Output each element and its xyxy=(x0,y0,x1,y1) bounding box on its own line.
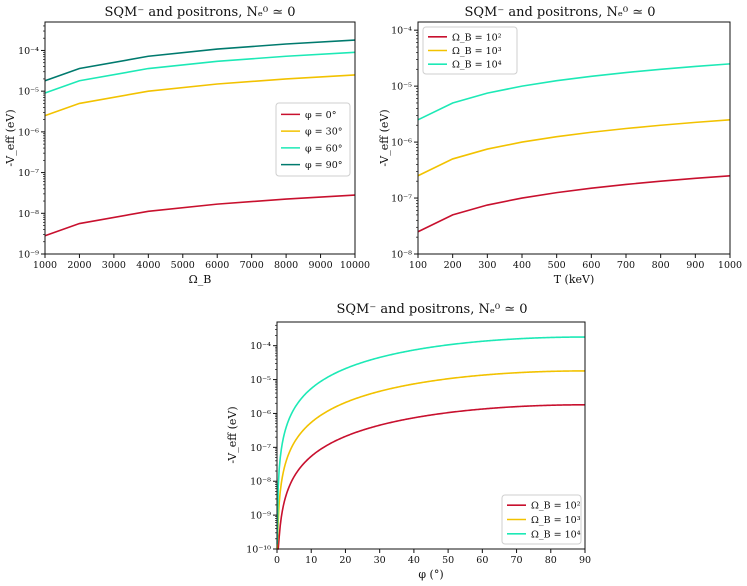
plot-frame xyxy=(276,321,586,550)
x-tick-label: 50 xyxy=(442,555,454,566)
series-line xyxy=(276,370,585,550)
x-tick-label: 0 xyxy=(274,555,280,566)
y-axis-label: -V_eff (eV) xyxy=(226,406,239,463)
x-axis-label: φ (°) xyxy=(418,568,443,581)
series-lines xyxy=(44,39,356,237)
x-tick-label: 9000 xyxy=(308,260,332,271)
legend-entry: φ = 60° xyxy=(305,143,343,154)
series-line xyxy=(277,404,585,550)
series-line xyxy=(417,63,731,121)
legend: Ω_B = 10² Ω_B = 10³ Ω_B = 10⁴ xyxy=(422,26,518,75)
panel-temperature: SQM⁻ and positrons, Nₑ⁰ ≃ 0 100 200 300 400… xyxy=(378,5,742,286)
x-tick-label: 5000 xyxy=(171,260,195,271)
y-axis-label: -V_eff (eV) xyxy=(4,109,17,166)
plot-frame xyxy=(417,21,731,255)
x-axis-label: T (keV) xyxy=(554,273,595,286)
plot-frame xyxy=(44,21,356,255)
legend-entry: φ = 30° xyxy=(305,127,343,138)
x-tick-label: 700 xyxy=(617,260,635,271)
y-tick-label: 10⁻¹⁰ xyxy=(246,545,271,556)
x-tick-label: 300 xyxy=(478,260,496,271)
legend: Ω_B = 10² Ω_B = 10³ Ω_B = 10⁴ xyxy=(501,494,582,545)
series-line xyxy=(44,74,356,117)
legend-entry: Ω_B = 10³ xyxy=(452,46,502,57)
series-line xyxy=(44,194,356,237)
y-tick-label: 10⁻⁷ xyxy=(250,443,271,454)
x-tick-label: 10 xyxy=(305,555,317,566)
series-lines xyxy=(276,336,585,550)
x-tick-label: 2000 xyxy=(67,260,91,271)
y-tick-label: 10⁻⁶ xyxy=(250,409,271,420)
series-line xyxy=(417,174,731,233)
x-axis-label: Ω_B xyxy=(189,273,212,286)
y-tick-label: 10⁻⁷ xyxy=(18,168,39,179)
legend-entry: φ = 0° xyxy=(305,110,336,121)
x-tick-label: 90 xyxy=(579,555,591,566)
axis-ticks: 100 200 300 400 500 600 700 800 900 1000 10⁻⁸ 10⁻⁷ 1… xyxy=(391,26,742,271)
series-line xyxy=(44,51,356,94)
axis-ticks: 1000 2000 3000 4000 5000 6000 7000 8000 9000 1000… xyxy=(18,25,370,271)
y-tick-label: 10⁻⁵ xyxy=(391,82,412,93)
x-tick-label: 500 xyxy=(548,260,566,271)
x-tick-label: 7000 xyxy=(240,260,264,271)
legend: φ = 0° φ = 30° φ = 60° φ = 90° xyxy=(275,102,351,177)
legend-entry: φ = 90° xyxy=(305,160,343,171)
x-tick-label: 30 xyxy=(374,555,386,566)
y-tick-label: 10⁻⁸ xyxy=(18,209,39,220)
legend-entry: Ω_B = 10² xyxy=(452,32,502,43)
y-tick-label: 10⁻⁸ xyxy=(391,250,412,261)
y-tick-label: 10⁻⁶ xyxy=(391,138,412,149)
x-tick-label: 900 xyxy=(686,260,704,271)
x-tick-label: 40 xyxy=(408,555,420,566)
y-tick-label: 10⁻⁴ xyxy=(18,46,39,57)
legend-box xyxy=(275,102,351,177)
y-axis-label: -V_eff (eV) xyxy=(378,109,391,166)
legend-box xyxy=(422,26,518,75)
x-tick-label: 70 xyxy=(511,555,523,566)
series-line xyxy=(44,39,356,82)
y-tick-label: 10⁻⁸ xyxy=(250,477,271,488)
x-tick-label: 600 xyxy=(582,260,600,271)
x-tick-label: 20 xyxy=(339,555,351,566)
y-tick-label: 10⁻⁵ xyxy=(250,375,271,386)
y-tick-label: 10⁻⁵ xyxy=(18,87,39,98)
chart-title: SQM⁻ and positrons, Nₑ⁰ ≃ 0 xyxy=(104,5,295,20)
y-tick-label: 10⁻⁶ xyxy=(18,127,39,138)
legend-entry: Ω_B = 10³ xyxy=(531,515,581,526)
y-tick-label: 10⁻⁹ xyxy=(18,250,39,261)
x-tick-label: 400 xyxy=(513,260,531,271)
x-tick-label: 100 xyxy=(409,260,427,271)
series-line xyxy=(276,336,585,545)
legend-entry: Ω_B = 10⁴ xyxy=(452,60,502,71)
axis-ticks: 0 10 20 30 40 50 60 70 80 90 10⁻¹⁰ 10⁻⁹ 10⁻⁸ 10⁻⁷ 10⁻⁶… xyxy=(246,324,591,566)
y-tick-label: 10⁻⁹ xyxy=(250,511,271,522)
panel-omega: SQM⁻ and positrons, Nₑ⁰ ≃ 0 1000 2000 3000… xyxy=(4,5,370,286)
x-tick-label: 6000 xyxy=(205,260,229,271)
x-tick-label: 4000 xyxy=(136,260,160,271)
x-tick-label: 80 xyxy=(545,555,557,566)
y-tick-label: 10⁻⁴ xyxy=(391,26,412,37)
x-tick-label: 1000 xyxy=(33,260,57,271)
y-tick-label: 10⁻⁷ xyxy=(391,194,412,205)
series-line xyxy=(417,119,731,177)
panel-angle: SQM⁻ and positrons, Nₑ⁰ ≃ 0 0 10 20 30 40 50 6… xyxy=(226,302,591,581)
x-tick-label: 8000 xyxy=(274,260,298,271)
x-tick-label: 60 xyxy=(476,555,488,566)
x-tick-label: 1000 xyxy=(718,260,742,271)
x-tick-label: 800 xyxy=(652,260,670,271)
y-tick-label: 10⁻⁴ xyxy=(250,341,271,352)
series-lines xyxy=(417,63,731,233)
chart-title: SQM⁻ and positrons, Nₑ⁰ ≃ 0 xyxy=(336,302,527,317)
legend-entry: Ω_B = 10² xyxy=(531,501,581,512)
x-tick-label: 200 xyxy=(444,260,462,271)
legend-box xyxy=(501,494,582,545)
x-tick-label: 10000 xyxy=(340,260,370,271)
x-tick-label: 3000 xyxy=(102,260,126,271)
chart-title: SQM⁻ and positrons, Nₑ⁰ ≃ 0 xyxy=(464,5,655,20)
legend-entry: Ω_B = 10⁴ xyxy=(531,529,581,540)
